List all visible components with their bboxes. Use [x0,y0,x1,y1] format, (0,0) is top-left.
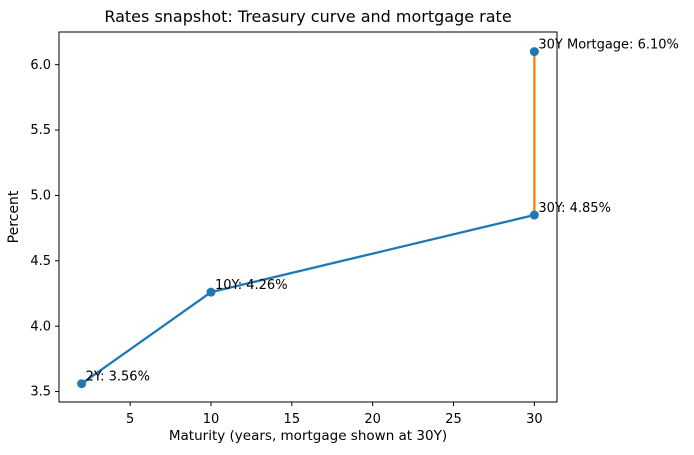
x-axis-label: Maturity (years, mortgage shown at 30Y) [168,428,448,444]
x-tick-label: 15 [284,412,301,427]
x-tick-label: 30 [526,412,543,427]
chart-title: Rates snapshot: Treasury curve and mortg… [104,7,512,26]
y-tick-label: 5.0 [30,189,51,204]
annotation-label: 30Y: 4.85% [538,201,611,216]
annotation-label: 10Y: 4.26% [215,278,288,293]
x-tick-label: 20 [364,412,381,427]
series-treasury-curve-line [80,213,536,385]
series-treasury-curve-marker [529,210,539,220]
series-mortgage-point-marker [529,47,539,57]
x-tick-label: 5 [126,412,134,427]
x-tick-label: 10 [203,412,220,427]
y-tick-label: 4.0 [30,319,51,334]
series-treasury-curve-marker [206,287,216,297]
annotation-label: 30Y Mortgage: 6.10% [538,38,679,53]
y-tick-label: 5.5 [30,123,51,138]
y-tick-label: 6.0 [30,58,51,73]
annotation-label: 2Y: 3.56% [86,370,150,385]
series-treasury-curve-marker [77,379,87,389]
plot-border [58,31,558,403]
y-tick-label: 3.5 [30,385,51,400]
y-tick-label: 4.5 [30,254,51,269]
x-tick-label: 25 [445,412,462,427]
